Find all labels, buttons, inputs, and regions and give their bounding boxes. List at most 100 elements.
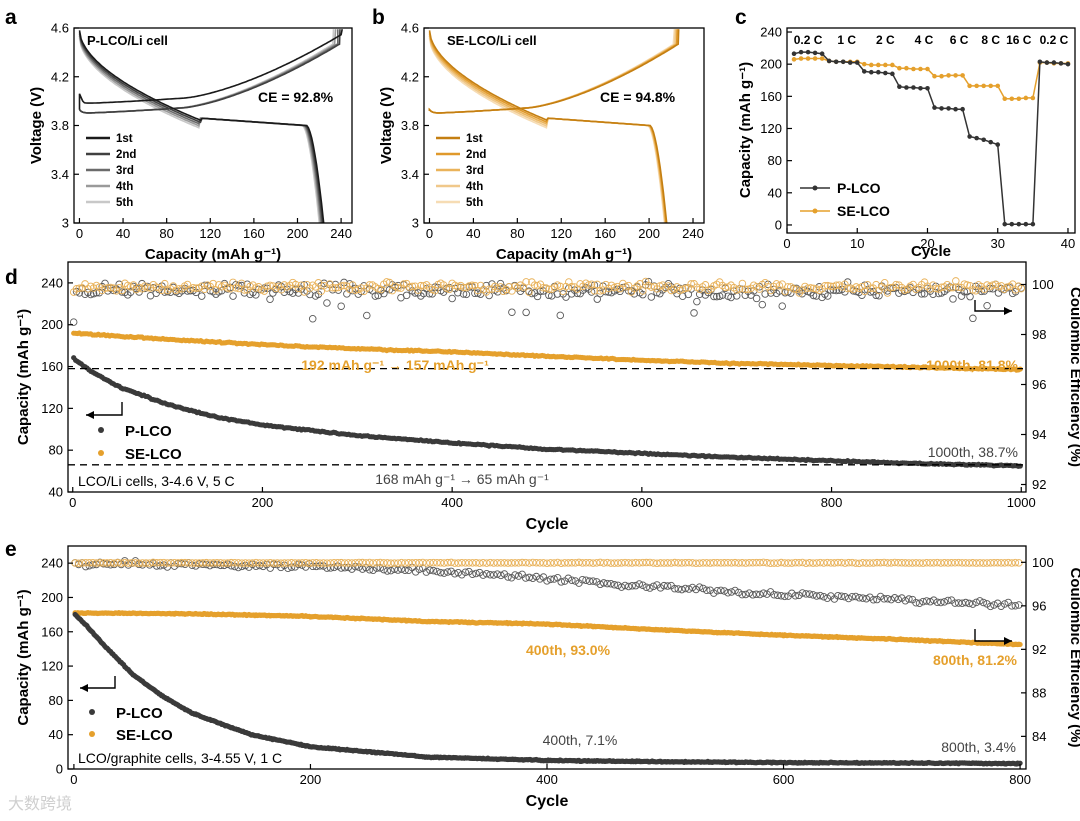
ce-point-p-lco (514, 572, 523, 580)
ce-point-se-lco (670, 558, 679, 567)
ce-point-p-lco (940, 598, 949, 606)
ce-point-se-lco (607, 559, 615, 567)
rate-label: 2 C (876, 33, 895, 47)
ce-point-se-lco (459, 283, 468, 292)
x-tick-label: 200 (252, 495, 274, 510)
ce-point-se-lco (734, 559, 743, 567)
x-axis-label: Capacity (mAh g⁻¹) (145, 246, 281, 263)
rate-label: 0.2 C (1040, 33, 1069, 47)
legend-marker (98, 450, 104, 456)
ce-point-se-lco (738, 559, 746, 567)
ce-point-p-lco (202, 560, 211, 569)
ce-point-se-lco (465, 282, 473, 290)
ce-point-se-lco (990, 558, 998, 567)
ce-point-p-lco (738, 590, 746, 599)
ce-point-p-lco (972, 598, 981, 607)
ce-point-se-lco (468, 559, 477, 567)
x-tick-label: 20 (920, 236, 934, 251)
ce-point-se-lco (972, 559, 981, 567)
data-point-se-lco (861, 61, 867, 67)
x-tick-label: 160 (243, 226, 265, 241)
ce-point-se-lco (124, 559, 133, 567)
ce-point-p-lco (372, 564, 381, 572)
data-point-p-lco (1065, 61, 1071, 67)
ce-point-se-lco (445, 285, 454, 294)
legend-label: 1st (116, 133, 133, 145)
ce-point-se-lco (78, 559, 86, 567)
ce-point-p-lco (365, 566, 374, 574)
ce-point-se-lco (369, 559, 377, 567)
ce-point-se-lco (234, 559, 243, 567)
ce-point-p-lco (834, 592, 842, 600)
data-point-se-lco (932, 73, 937, 79)
ce-point-p-lco (933, 598, 942, 606)
ce-point-se-lco (592, 559, 601, 567)
ce-point-se-lco (647, 283, 656, 291)
ce-point-p-lco (724, 588, 732, 597)
ce-point-se-lco (752, 558, 761, 567)
ce-point-p-lco (958, 599, 966, 607)
ce-point-p-lco (798, 589, 807, 597)
ce-point-se-lco (158, 286, 166, 294)
ce-point-se-lco (745, 559, 753, 567)
ce-point-p-lco (376, 564, 384, 572)
ce-point-se-lco (188, 559, 196, 567)
y-tick-label: 3 (62, 216, 69, 231)
annotation-p-lco-retention: 1000th, 38.7% (928, 444, 1018, 460)
ce-point-se-lco (128, 559, 136, 567)
legend-marker (89, 731, 95, 737)
panel-label: c (735, 6, 747, 29)
ce-point-se-lco (892, 280, 900, 289)
ce-point-p-lco (617, 583, 626, 591)
ce-point-se-lco (986, 559, 995, 567)
ce-point-se-lco (568, 559, 576, 567)
chart-title: P-LCO/Li cell (87, 33, 168, 48)
ce-point-se-lco (479, 558, 487, 567)
ce-point-p-lco (937, 598, 945, 607)
ce-point-se-lco (419, 558, 427, 567)
x-tick-label: 200 (300, 772, 322, 787)
ce-point-p-lco (543, 577, 551, 585)
y-axis-label: Voltage (V) (28, 87, 45, 164)
ce-point-p-lco (639, 581, 647, 589)
ce-point-se-lco (749, 558, 757, 567)
rate-label: 4 C (915, 33, 934, 47)
ce-point-se-lco (472, 558, 480, 567)
ce-point-se-lco (894, 558, 903, 567)
data-point-p-lco (904, 85, 909, 90)
legend-label: 1st (466, 133, 483, 145)
data-point-p-lco (791, 51, 797, 57)
legend-label: 2nd (116, 149, 136, 161)
data-point-p-lco (883, 70, 888, 76)
ce-point-se-lco (596, 287, 604, 295)
ce-point-se-lco (504, 559, 512, 567)
ce-point-se-lco (117, 559, 125, 567)
ce-point-p-lco (454, 568, 463, 577)
ce-point-p-lco (670, 584, 679, 593)
ce-point-se-lco (667, 559, 675, 567)
left-axis-arrowhead (86, 411, 94, 419)
ce-point-se-lco (443, 558, 452, 567)
legend-label: SE-LCO (116, 727, 173, 744)
ce-point-p-lco (596, 580, 604, 589)
ce-point-se-lco (337, 282, 345, 290)
ce-point-se-lco (231, 559, 239, 567)
ce-point-se-lco (997, 559, 1005, 567)
ce-point-p-lco (443, 568, 452, 576)
ce-point-p-lco (522, 308, 530, 317)
x-tick-label: 10 (850, 236, 864, 251)
ce-point-p-lco (777, 591, 785, 600)
ce-point-p-lco (490, 571, 498, 579)
ce-point-se-lco (493, 559, 502, 567)
ce-point-se-lco (862, 559, 871, 567)
ce-point-se-lco (802, 559, 810, 568)
x-tick-label: 200 (638, 226, 660, 241)
ce-point-p-lco (589, 577, 597, 585)
right-axis-arrowhead (1004, 637, 1012, 645)
ce-point-p-lco (440, 569, 448, 577)
y2-tick-label: 96 (1032, 377, 1046, 392)
ce-point-se-lco (177, 558, 186, 567)
y-tick-label: 4.2 (401, 69, 419, 84)
legend-label: P-LCO (116, 705, 163, 722)
ce-point-se-lco (507, 559, 516, 567)
